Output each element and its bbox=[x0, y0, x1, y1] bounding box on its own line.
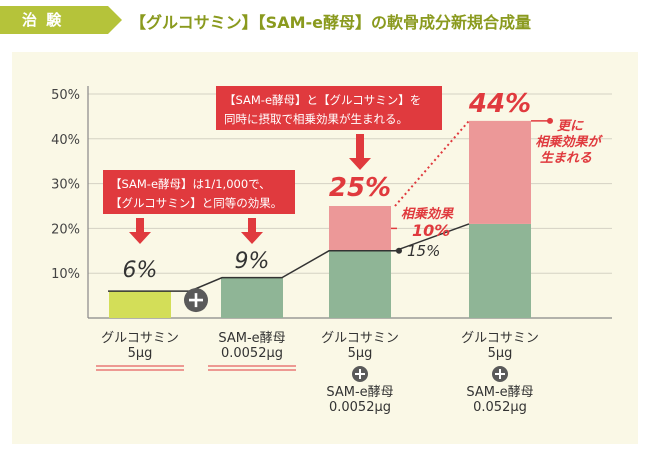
category-label: グルコサミン bbox=[101, 331, 179, 346]
callout-2-text: 同時に摂取で相乗効果が生まれる。 bbox=[224, 112, 408, 126]
callout-box-2 bbox=[216, 86, 442, 130]
category-label: 0.0052μg bbox=[221, 346, 283, 361]
pct15-dot bbox=[396, 247, 402, 254]
plus-icon-glyph bbox=[355, 369, 365, 379]
category-label: 5μg bbox=[488, 346, 513, 361]
value-label: 25% bbox=[329, 173, 391, 203]
category-label: 5μg bbox=[348, 346, 373, 361]
down-arrow bbox=[241, 218, 263, 244]
callout-1-text: 【グルコサミン】と同等の効果。 bbox=[110, 196, 282, 210]
annotation-pct15: 15% bbox=[407, 242, 440, 260]
category-label: グルコサミン bbox=[321, 331, 399, 346]
header: 治 験 【グルコサミン】【SAM-e酵母】の軟骨成分新規合成量 bbox=[0, 0, 650, 40]
section-badge: 治 験 bbox=[0, 6, 122, 34]
category-label: 5μg bbox=[128, 346, 153, 361]
value-label: 6% bbox=[123, 258, 158, 283]
bar-same bbox=[469, 223, 531, 318]
bar-synergy bbox=[329, 206, 391, 251]
y-tick-label: 20% bbox=[51, 222, 80, 237]
category-label: SAM-e酵母 bbox=[466, 385, 533, 400]
bar-synergy bbox=[469, 120, 531, 224]
category-label: SAM-e酵母 bbox=[326, 385, 393, 400]
category-label: SAM-e酵母 bbox=[218, 331, 285, 346]
bar-same bbox=[221, 277, 283, 318]
synergy-dotted-line bbox=[394, 120, 470, 207]
plus-icon-glyph bbox=[495, 369, 505, 379]
y-tick-label: 40% bbox=[51, 133, 80, 148]
callout-box-1 bbox=[103, 170, 295, 214]
annotation-synergy44: 相乗効果が bbox=[535, 134, 603, 150]
page-title: 【グルコサミン】【SAM-e酵母】の軟骨成分新規合成量 bbox=[130, 13, 532, 32]
category-label: グルコサミン bbox=[461, 331, 539, 346]
annotation-synergy-value: 10% bbox=[412, 221, 450, 240]
down-arrow bbox=[129, 218, 151, 244]
callout-1-text: 【SAM-e酵母】は1/1,000で、 bbox=[110, 177, 271, 191]
value-label: 9% bbox=[235, 249, 270, 274]
annotation-synergy44: 生まれる bbox=[540, 150, 592, 166]
y-tick-label: 30% bbox=[51, 178, 80, 193]
annotation-synergy-label: 相乗効果 bbox=[401, 206, 454, 222]
category-label: 0.0052μg bbox=[329, 400, 391, 415]
value-label: 44% bbox=[468, 89, 531, 119]
callout-2-text: 【SAM-e酵母】と【グルコサミン】を bbox=[224, 93, 421, 107]
down-arrow bbox=[349, 134, 371, 170]
bar-same bbox=[329, 250, 391, 318]
trend-line bbox=[108, 223, 470, 292]
synergy-44-dot bbox=[547, 117, 553, 124]
plus-icon-glyph bbox=[189, 293, 203, 308]
y-tick-label: 10% bbox=[51, 267, 80, 282]
annotation-synergy44: 更に bbox=[557, 119, 584, 134]
y-tick-label: 50% bbox=[51, 88, 80, 103]
bar-glucosamine bbox=[109, 291, 171, 318]
category-label: 0.052μg bbox=[473, 400, 527, 415]
